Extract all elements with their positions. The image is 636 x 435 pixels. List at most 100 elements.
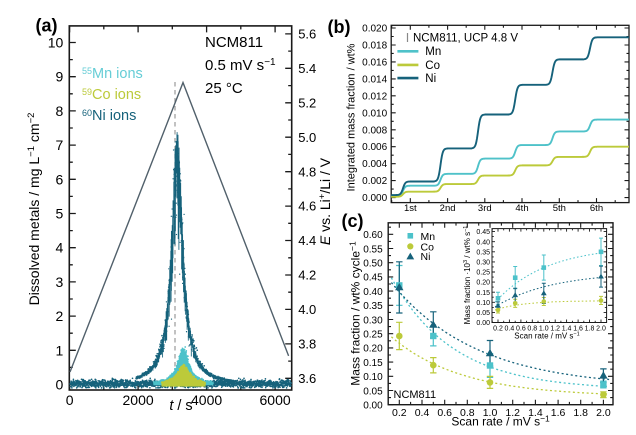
svg-text:5.0: 5.0 (298, 130, 316, 145)
svg-text:Integrated mass fraction / wt%: Integrated mass fraction / wt% (346, 43, 358, 191)
svg-text:Ni: Ni (425, 73, 436, 85)
svg-text:1: 1 (56, 342, 64, 358)
svg-text:1.6: 1.6 (551, 407, 566, 419)
svg-text:0.05: 0.05 (476, 310, 490, 317)
svg-text:2: 2 (56, 308, 64, 324)
svg-text:1.4: 1.4 (528, 407, 543, 419)
svg-text:0.20: 0.20 (476, 280, 490, 287)
svg-text:(a): (a) (36, 16, 58, 36)
svg-text:0.30: 0.30 (476, 260, 490, 267)
svg-text:(c): (c) (342, 211, 364, 231)
svg-text:1.0: 1.0 (483, 407, 498, 419)
svg-text:0.00: 0.00 (476, 320, 490, 327)
svg-text:Mass fraction ·103 / wt% s−1: Mass fraction ·103 / wt% s−1 (463, 226, 472, 325)
svg-text:NCM811: NCM811 (394, 389, 437, 401)
svg-text:0.60: 0.60 (363, 230, 383, 241)
svg-text:2.0: 2.0 (596, 407, 611, 419)
svg-text:0.15: 0.15 (363, 358, 383, 369)
svg-text:3.6: 3.6 (298, 371, 316, 386)
svg-text:0.40: 0.40 (363, 287, 383, 298)
svg-text:Mass fraction / wt% cycle−1: Mass fraction / wt% cycle−1 (348, 241, 363, 386)
svg-text:1.8: 1.8 (573, 407, 588, 419)
svg-text:0.8: 0.8 (460, 407, 475, 419)
svg-text:0.20: 0.20 (363, 344, 383, 355)
svg-text:25 °C: 25 °C (205, 80, 243, 97)
svg-text:0.25: 0.25 (476, 270, 490, 277)
svg-text:9: 9 (56, 69, 64, 85)
svg-text:0.014: 0.014 (362, 74, 387, 85)
svg-text:6th: 6th (590, 203, 603, 214)
svg-text:(b): (b) (328, 17, 351, 37)
svg-text:8: 8 (56, 103, 64, 119)
svg-text:0.45: 0.45 (363, 273, 383, 284)
svg-text:0.05: 0.05 (363, 386, 383, 397)
svg-text:0.10: 0.10 (363, 372, 383, 383)
svg-text:0.00: 0.00 (363, 401, 383, 412)
svg-text:3rd: 3rd (478, 203, 492, 214)
svg-text:0.012: 0.012 (362, 91, 387, 102)
svg-text:0.15: 0.15 (476, 290, 490, 297)
svg-text:0.30: 0.30 (363, 315, 383, 326)
svg-text:3.8: 3.8 (298, 337, 316, 352)
svg-text:0: 0 (56, 377, 64, 393)
svg-text:4.8: 4.8 (298, 164, 316, 179)
svg-text:4000: 4000 (191, 392, 222, 408)
svg-text:2nd: 2nd (440, 203, 456, 214)
svg-text:E vs. Li+/Li / V: E vs. Li+/Li / V (317, 157, 333, 245)
svg-text:Scan rate / mV s−1: Scan rate / mV s−1 (451, 414, 550, 429)
svg-text:0.018: 0.018 (362, 41, 387, 52)
svg-text:2000: 2000 (123, 392, 154, 408)
svg-text:4: 4 (56, 240, 64, 256)
svg-text:4.2: 4.2 (298, 268, 316, 283)
svg-text:1st: 1st (404, 203, 417, 214)
svg-text:0.016: 0.016 (362, 57, 387, 68)
svg-text:4.6: 4.6 (298, 199, 316, 214)
svg-text:Ni: Ni (421, 251, 431, 263)
svg-text:0.35: 0.35 (363, 301, 383, 312)
svg-text:0.5 mV s−1: 0.5 mV s−1 (205, 57, 276, 74)
svg-text:55Mn ions: 55Mn ions (82, 66, 143, 82)
svg-text:7: 7 (56, 137, 64, 153)
svg-text:1.0: 1.0 (539, 326, 549, 333)
svg-text:Scan rate / mV s−1: Scan rate / mV s−1 (514, 332, 579, 341)
svg-text:1.2: 1.2 (505, 407, 520, 419)
svg-text:0.35: 0.35 (476, 249, 490, 256)
svg-text:0.006: 0.006 (362, 142, 387, 153)
svg-text:0.4: 0.4 (415, 407, 430, 419)
svg-text:3: 3 (56, 274, 64, 290)
svg-text:0.6: 0.6 (437, 407, 452, 419)
svg-text:0.000: 0.000 (362, 193, 387, 204)
svg-text:1.4: 1.4 (562, 326, 572, 333)
svg-text:0.25: 0.25 (363, 330, 383, 341)
svg-text:0.4: 0.4 (505, 326, 515, 333)
svg-text:4.4: 4.4 (298, 233, 316, 248)
svg-text:Mn: Mn (421, 231, 436, 243)
svg-text:0.002: 0.002 (362, 176, 387, 187)
svg-text:0.020: 0.020 (362, 24, 387, 35)
svg-text:0.10: 0.10 (476, 300, 490, 307)
svg-text:0.8: 0.8 (527, 326, 537, 333)
svg-text:Dissolved metals / mg L−1 cm−2: Dissolved metals / mg L−1 cm−2 (26, 113, 42, 306)
svg-text:1.6: 1.6 (573, 326, 583, 333)
svg-text:0.008: 0.008 (362, 125, 387, 136)
svg-text:0.010: 0.010 (362, 108, 387, 119)
svg-text:5.6: 5.6 (298, 27, 316, 42)
svg-text:0.55: 0.55 (363, 244, 383, 255)
svg-text:5.2: 5.2 (298, 95, 316, 110)
svg-text:0.6: 0.6 (516, 326, 526, 333)
svg-text:0.45: 0.45 (476, 229, 490, 236)
svg-text:5.4: 5.4 (298, 61, 316, 76)
svg-text:4.0: 4.0 (298, 302, 316, 317)
svg-text:1.8: 1.8 (585, 326, 595, 333)
svg-text:4th: 4th (515, 203, 528, 214)
svg-text:NCM811: NCM811 (205, 34, 263, 51)
svg-text:5: 5 (56, 206, 64, 222)
svg-text:6: 6 (56, 171, 64, 187)
svg-text:0.2: 0.2 (392, 407, 407, 419)
svg-text:0: 0 (66, 392, 74, 408)
svg-text:Co: Co (425, 60, 440, 72)
svg-text:Co: Co (421, 242, 435, 254)
svg-text:t / s: t / s (169, 398, 192, 414)
svg-text:60Ni ions: 60Ni ions (82, 108, 136, 124)
svg-text:0.2: 0.2 (493, 326, 503, 333)
